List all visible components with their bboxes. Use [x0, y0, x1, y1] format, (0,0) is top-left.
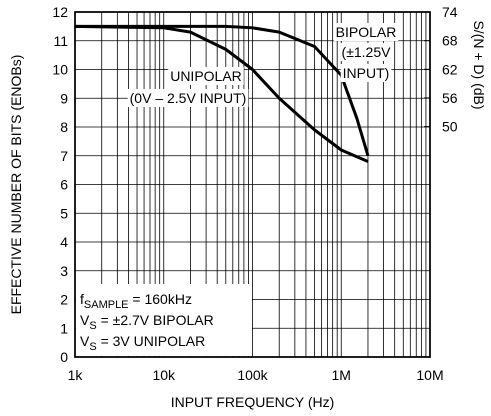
conditions-bg: [76, 284, 252, 356]
annotation: (±1.25V: [342, 44, 392, 60]
x-tick-label: 10k: [152, 367, 176, 383]
y-tick-label: 6: [60, 177, 68, 193]
y2-tick-label: 56: [442, 90, 458, 106]
annotation: (0V – 2.5V INPUT): [130, 90, 247, 106]
x-axis-label: INPUT FREQUENCY (Hz): [171, 394, 335, 410]
y-tick-label: 4: [60, 234, 68, 250]
label-bg: [333, 23, 399, 41]
y-tick-label: 3: [60, 263, 68, 279]
y2-tick-label: 68: [442, 33, 458, 49]
label-bg: [127, 89, 249, 107]
curve: [74, 24, 369, 163]
x-tick-label: 100k: [237, 367, 268, 383]
condition-main: f: [80, 291, 84, 307]
y2-tick-label: 50: [442, 119, 458, 135]
y2-tick-label: 62: [442, 61, 458, 77]
x-tick-label: 1M: [332, 367, 351, 383]
y2-axis-label: S/(N + D) (dB): [471, 20, 487, 109]
label-bg: [168, 67, 244, 85]
condition-main: V: [80, 312, 90, 328]
condition: VS = 3V UNIPOLAR: [80, 333, 205, 353]
y-axis-label: EFFECTIVE NUMBER OF BITS (ENOBs): [8, 55, 24, 315]
y-tick-label: 11: [53, 33, 68, 49]
legend-label: UNIPOLAR: [170, 68, 242, 84]
y-tick-label: 12: [52, 4, 68, 20]
condition-sub: S: [89, 320, 96, 332]
condition-rest: = 3V UNIPOLAR: [97, 333, 206, 349]
label-bg: [339, 43, 394, 61]
y-tick-label: 10: [52, 62, 68, 78]
y-tick-label: 7: [60, 148, 68, 164]
x-tick-label: 1k: [68, 367, 84, 383]
y-tick-label: 2: [60, 292, 68, 308]
curve: [75, 24, 370, 157]
condition: fSAMPLE = 160kHz: [80, 291, 192, 311]
y-tick-label: 5: [60, 205, 68, 221]
annotation: INPUT): [343, 65, 390, 81]
y-tick-label: 0: [60, 349, 68, 365]
condition-sub: S: [89, 341, 96, 353]
y-tick-label: 9: [60, 90, 68, 106]
x-tick-label: 10M: [416, 367, 443, 383]
label-bg: [340, 64, 392, 82]
y2-tick-label: 74: [442, 4, 458, 20]
condition: VS = ±2.7V BIPOLAR: [80, 312, 214, 332]
legend-label: BIPOLAR: [336, 24, 397, 40]
y-tick-label: 8: [60, 119, 68, 135]
condition-sub: SAMPLE: [84, 299, 129, 311]
condition-rest: = ±2.7V BIPOLAR: [97, 312, 214, 328]
condition-rest: = 160kHz: [129, 291, 192, 307]
y-tick-label: 1: [60, 320, 68, 336]
plot-frame-edge: [74, 11, 431, 358]
condition-main: V: [80, 333, 90, 349]
